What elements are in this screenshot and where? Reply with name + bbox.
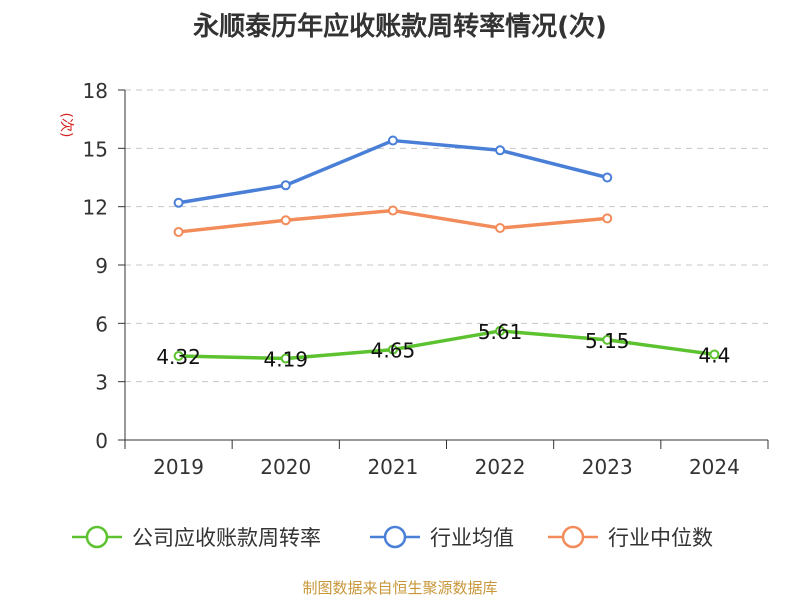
y-tick-label: 18 xyxy=(83,79,108,103)
series-line xyxy=(178,138,608,205)
y-tick-label: 3 xyxy=(95,371,108,395)
y-tick-label: 6 xyxy=(95,312,108,336)
data-label: 4.32 xyxy=(156,345,201,369)
x-tick-label: 2020 xyxy=(260,455,311,479)
data-point xyxy=(280,353,291,364)
data-point xyxy=(280,180,291,191)
legend-label: 行业中位数 xyxy=(608,526,713,550)
legend-label: 行业均值 xyxy=(430,526,514,550)
data-point xyxy=(495,325,506,336)
x-tick-label: 2021 xyxy=(367,455,418,479)
x-tick-label: 2023 xyxy=(582,455,633,479)
y-axis-label: (次) xyxy=(58,113,74,138)
series-line xyxy=(178,329,715,361)
legend-marker xyxy=(85,525,109,549)
legend-marker xyxy=(383,525,407,549)
x-tick-label: 2019 xyxy=(153,455,204,479)
data-point xyxy=(495,145,506,156)
data-point xyxy=(387,135,398,146)
data-point xyxy=(173,197,184,208)
y-tick-label: 12 xyxy=(83,196,108,220)
x-tick-label: 2024 xyxy=(689,455,740,479)
data-point xyxy=(602,213,613,224)
data-point xyxy=(709,349,720,360)
data-point xyxy=(602,334,613,345)
data-point xyxy=(602,172,613,183)
chart-title: 永顺泰历年应收账款周转率情况(次) xyxy=(193,12,607,42)
legend: 公司应收账款周转率 行业均值 行业中位数 xyxy=(72,525,713,550)
data-label: 5.61 xyxy=(478,320,523,344)
x-tick-label: 2022 xyxy=(475,455,526,479)
y-tick-label: 9 xyxy=(95,254,108,278)
data-point xyxy=(387,344,398,355)
data-label: 5.15 xyxy=(585,329,630,353)
legend-marker xyxy=(561,525,585,549)
y-tick-label: 0 xyxy=(95,429,108,453)
axes: 0 3 6 9 12 15 18 2019 2020 2021 2022 2023 2024 xyxy=(83,79,769,479)
data-source-note: 制图数据来自恒生聚源数据库 xyxy=(302,579,498,597)
data-label: 4.4 xyxy=(699,343,731,367)
data-label: 4.19 xyxy=(263,348,308,372)
data-point xyxy=(173,351,184,361)
data-point xyxy=(495,223,506,234)
series-0: 4.32 4.19 4.65 5.61 5.15 4.4 xyxy=(156,320,730,372)
series-2 xyxy=(173,205,613,237)
data-point xyxy=(387,205,398,216)
legend-label: 公司应收账款周转率 xyxy=(132,526,321,550)
y-tick-label: 15 xyxy=(83,137,108,161)
series-layer: 4.32 4.19 4.65 5.61 5.15 4.4 xyxy=(156,135,730,372)
series-1 xyxy=(173,135,613,208)
data-label: 4.65 xyxy=(371,339,416,363)
grid-lines xyxy=(125,89,768,383)
data-point xyxy=(173,226,184,237)
data-point xyxy=(280,215,291,226)
